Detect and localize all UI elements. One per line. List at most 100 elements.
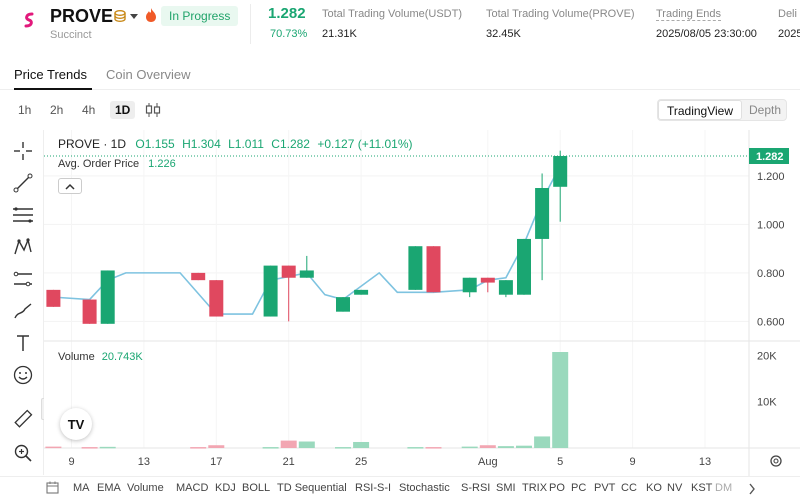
indicator-pc[interactable]: PC bbox=[571, 482, 587, 494]
indicator-rsi-s-i[interactable]: RSI-S-I bbox=[355, 482, 392, 494]
volume-bar bbox=[99, 446, 116, 449]
indicator-stochastic[interactable]: Stochastic bbox=[399, 482, 450, 494]
stat-label-volume-prove: Total Trading Volume(PROVE) bbox=[486, 8, 635, 20]
stat-label-volume-usdt: Total Trading Volume(USDT) bbox=[322, 8, 462, 20]
text-icon[interactable] bbox=[12, 332, 34, 354]
trendline-icon[interactable] bbox=[12, 172, 34, 194]
drawing-tools bbox=[0, 130, 44, 475]
timeframe-2h[interactable]: 2h bbox=[50, 103, 64, 117]
volume-bar bbox=[335, 447, 351, 449]
stat-value-volume-prove: 32.45K bbox=[486, 28, 521, 40]
legend-high: H1.304 bbox=[182, 137, 221, 151]
timeframe-4h[interactable]: 4h bbox=[82, 103, 96, 117]
crosshair-icon[interactable] bbox=[12, 140, 34, 162]
price-tick-label: 1.200 bbox=[757, 171, 785, 183]
tab-bar: Price Trends Coin Overview bbox=[0, 58, 800, 90]
indicator-kst[interactable]: KST bbox=[691, 482, 713, 494]
indicator-pvt[interactable]: PVT bbox=[594, 482, 616, 494]
indicator-cc[interactable]: CC bbox=[621, 482, 637, 494]
settings-icon bbox=[770, 455, 782, 467]
ohlc-legend: PROVE · 1D O1.155 H1.304 L1.011 C1.282 +… bbox=[58, 137, 413, 151]
chevron-right-icon[interactable] bbox=[748, 482, 756, 500]
indicator-volume[interactable]: Volume bbox=[127, 482, 164, 494]
price-chart[interactable]: 0.600 0.800 1.000 1.200 1.282 10K 20K 9 13 17 21 25… bbox=[44, 130, 800, 476]
calendar-icon[interactable] bbox=[46, 481, 59, 499]
zoom-in-icon[interactable] bbox=[12, 442, 34, 464]
indicator-s-rsi[interactable]: S-RSI bbox=[461, 482, 491, 494]
axes: 0.600 0.800 1.000 1.200 1.282 10K 20K 9 13 17 21 25… bbox=[68, 148, 789, 468]
view-depth[interactable]: Depth bbox=[748, 103, 782, 117]
x-tick-label: 25 bbox=[355, 456, 367, 468]
emoji-icon[interactable] bbox=[12, 364, 34, 386]
tab-price-trends[interactable]: Price Trends bbox=[14, 67, 87, 82]
fire-icon bbox=[145, 7, 157, 28]
candles bbox=[46, 150, 568, 324]
project-name: Succinct bbox=[50, 29, 92, 41]
tradingview-logo-icon[interactable]: TV bbox=[60, 408, 92, 440]
last-price: 1.282 bbox=[268, 5, 306, 22]
volume-value: 20.743K bbox=[101, 351, 143, 363]
timeframe-1d[interactable]: 1D bbox=[110, 101, 136, 119]
indicator-nv[interactable]: NV bbox=[667, 482, 683, 494]
chevron-down-icon[interactable] bbox=[130, 14, 138, 19]
ruler-icon[interactable] bbox=[12, 408, 34, 430]
candle-body bbox=[426, 246, 441, 293]
candle-body bbox=[498, 280, 513, 295]
pattern-icon[interactable] bbox=[12, 236, 34, 258]
volume-bar bbox=[81, 447, 98, 449]
indicator-ko[interactable]: KO bbox=[646, 482, 662, 494]
collapse-legend-button[interactable] bbox=[58, 178, 82, 194]
indicator-kdj[interactable]: KDJ bbox=[215, 482, 236, 494]
x-tick-label: 13 bbox=[138, 456, 150, 468]
header: PROVE Succinct In Progress 1.282 70.73% … bbox=[0, 0, 800, 52]
candle-type-icon[interactable] bbox=[145, 103, 161, 122]
candle-body bbox=[480, 277, 495, 283]
legend-open: O1.155 bbox=[135, 137, 175, 151]
succinct-logo-icon bbox=[18, 9, 40, 31]
avg-order-price: Avg. Order Price 1.226 bbox=[58, 158, 176, 170]
volume-bar bbox=[552, 352, 569, 448]
candle-body bbox=[408, 246, 423, 290]
candle-body bbox=[517, 238, 531, 295]
candle-body bbox=[299, 270, 314, 278]
stat-value-trading-ends: 2025/08/05 23:30:00 bbox=[656, 28, 757, 40]
volume-bar bbox=[461, 446, 478, 449]
indicator-trix[interactable]: TRIX bbox=[522, 482, 548, 494]
stat-value-delivery: 2025 bbox=[778, 28, 800, 40]
volume-bar bbox=[407, 447, 424, 449]
fib-icon[interactable] bbox=[12, 204, 34, 226]
indicator-po[interactable]: PO bbox=[549, 482, 565, 494]
status-badge: In Progress bbox=[161, 6, 239, 26]
coin-stack-icon bbox=[113, 9, 127, 23]
price-tick-label: 0.600 bbox=[757, 316, 785, 328]
candle-body bbox=[191, 272, 206, 281]
brush-icon[interactable] bbox=[12, 300, 34, 322]
x-tick-label: 21 bbox=[283, 456, 295, 468]
x-tick-label: Aug bbox=[478, 456, 498, 468]
volume-bar bbox=[208, 445, 225, 448]
tab-coin-overview[interactable]: Coin Overview bbox=[106, 67, 191, 82]
indicator-ma[interactable]: MA bbox=[73, 482, 90, 494]
last-price-label: 1.282 bbox=[756, 151, 784, 163]
price-change: 70.73% bbox=[270, 28, 308, 40]
legend-change: +0.127 (+11.01%) bbox=[317, 137, 413, 151]
indicator-td-sequential[interactable]: TD Sequential bbox=[277, 482, 347, 494]
indicator-smi[interactable]: SMI bbox=[496, 482, 516, 494]
candle-body bbox=[281, 265, 296, 278]
indicator-macd[interactable]: MACD bbox=[176, 482, 209, 494]
x-tick-label: 17 bbox=[210, 456, 222, 468]
x-tick-label: 9 bbox=[630, 456, 636, 468]
volume-bar bbox=[516, 445, 532, 448]
indicator-dm[interactable]: DM bbox=[715, 482, 733, 494]
indicator-ema[interactable]: EMA bbox=[97, 482, 121, 494]
x-tick-label: 13 bbox=[699, 456, 711, 468]
timeframe-1h[interactable]: 1h bbox=[18, 103, 32, 117]
prediction-icon[interactable] bbox=[12, 268, 34, 290]
indicator-boll[interactable]: BOLL bbox=[242, 482, 271, 494]
chart-toolbar: 1h 2h 4h 1D bbox=[0, 96, 800, 124]
volume-bar bbox=[425, 447, 442, 449]
candle-body bbox=[553, 156, 568, 187]
volume-label: Volume bbox=[58, 351, 95, 363]
stat-label-trading-ends: Trading Ends bbox=[656, 8, 722, 21]
view-tradingview[interactable]: TradingView bbox=[658, 100, 742, 120]
